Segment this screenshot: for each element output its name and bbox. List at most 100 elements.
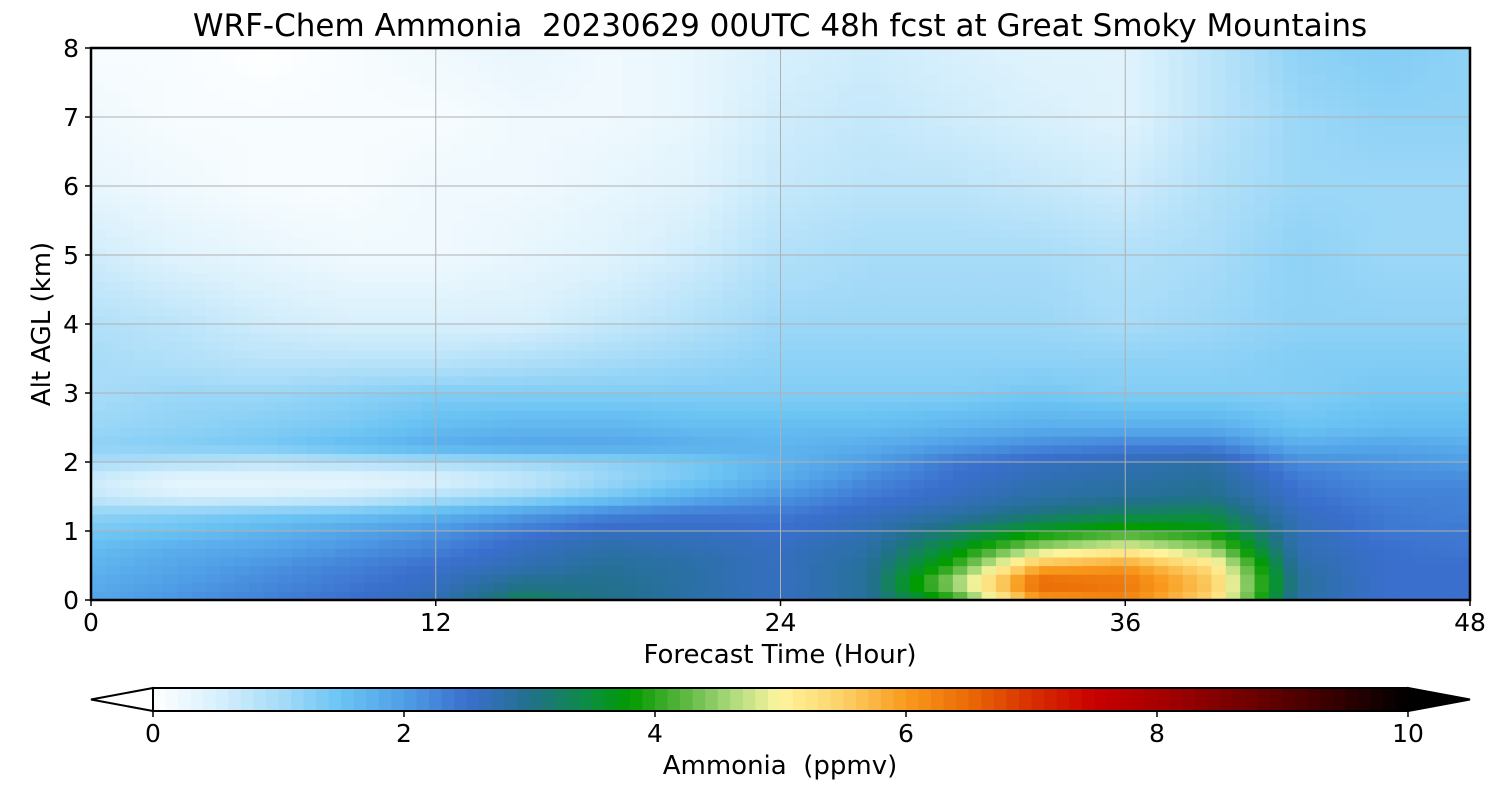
heatmap-cell <box>837 462 853 472</box>
heatmap-cell <box>191 375 207 385</box>
heatmap-cell <box>105 367 121 377</box>
heatmap-cell <box>191 453 207 463</box>
heatmap-cell <box>723 401 739 411</box>
heatmap-cell <box>536 168 552 178</box>
heatmap-cell <box>881 444 897 454</box>
heatmap-cell <box>1240 574 1256 584</box>
heatmap-cell <box>636 315 652 325</box>
heatmap-cell <box>493 556 509 567</box>
heatmap-cell <box>1139 186 1155 196</box>
heatmap-cell <box>751 168 767 178</box>
heatmap-cell <box>421 151 437 161</box>
heatmap-cell <box>435 358 451 368</box>
heatmap-cell <box>1153 177 1169 187</box>
heatmap-cell <box>91 298 106 308</box>
heatmap-cell <box>1010 324 1026 334</box>
heatmap-cell <box>866 487 882 498</box>
heatmap-cell <box>464 410 480 420</box>
heatmap-cell <box>1455 505 1470 515</box>
heatmap-cell <box>694 393 710 403</box>
heatmap-cell <box>392 418 408 429</box>
heatmap-cell <box>1326 229 1342 239</box>
heatmap-cell <box>263 237 279 247</box>
heatmap-cell <box>579 324 595 334</box>
heatmap-cell <box>938 341 954 351</box>
heatmap-cell <box>450 263 466 273</box>
heatmap-cell <box>1283 470 1299 480</box>
heatmap-cell <box>938 255 954 265</box>
heatmap-cell <box>277 203 293 213</box>
heatmap-cell <box>608 384 624 394</box>
heatmap-cell <box>1010 375 1026 385</box>
heatmap-cell <box>134 168 150 178</box>
heatmap-cell <box>177 487 193 498</box>
heatmap-cell <box>1441 531 1457 541</box>
heatmap-cell <box>1398 418 1414 429</box>
heatmap-cell <box>1412 298 1428 308</box>
heatmap-cell <box>723 582 739 592</box>
heatmap-cell <box>1096 427 1112 437</box>
heatmap-cell <box>1010 203 1026 213</box>
heatmap-cell <box>493 522 509 532</box>
heatmap-cell <box>1067 220 1083 230</box>
heatmap-cell <box>852 298 868 308</box>
heatmap-cell <box>1383 194 1399 204</box>
heatmap-cell <box>1211 487 1227 498</box>
heatmap-cell <box>723 280 739 291</box>
heatmap-cell <box>995 186 1011 196</box>
heatmap-cell <box>320 315 336 325</box>
heatmap-cell <box>1010 160 1026 170</box>
heatmap-cell <box>952 487 968 498</box>
heatmap-cell <box>550 401 566 411</box>
heatmap-cell <box>651 324 667 334</box>
heatmap-cell <box>1426 470 1442 480</box>
heatmap-cell <box>1168 237 1184 247</box>
heatmap-cell <box>205 401 221 411</box>
heatmap-cell <box>708 574 724 584</box>
heatmap-cell <box>593 168 609 178</box>
heatmap-cell <box>1010 470 1026 480</box>
heatmap-cell <box>593 531 609 541</box>
heatmap-cell <box>981 418 997 429</box>
heatmap-cell <box>952 505 968 515</box>
heatmap-cell <box>909 574 925 584</box>
heatmap-cell <box>723 229 739 239</box>
heatmap-cell <box>392 401 408 411</box>
heatmap-cell <box>881 203 897 213</box>
heatmap-cell <box>536 513 552 523</box>
heatmap-cell <box>1053 168 1069 178</box>
heatmap-cell <box>536 298 552 308</box>
heatmap-cell <box>967 349 983 360</box>
heatmap-cell <box>794 151 810 161</box>
heatmap-cell <box>435 186 451 196</box>
heatmap-cell <box>1383 565 1399 575</box>
heatmap-cell <box>622 522 638 532</box>
heatmap-cell <box>320 574 336 584</box>
heatmap-cell <box>579 565 595 575</box>
heatmap-cell <box>1311 315 1327 325</box>
heatmap-cell <box>1355 289 1371 299</box>
heatmap-cell <box>550 229 566 239</box>
heatmap-cell <box>1355 436 1371 446</box>
heatmap-cell <box>177 237 193 247</box>
heatmap-cell <box>407 453 422 463</box>
heatmap-cell <box>708 410 724 420</box>
heatmap-cell <box>435 263 451 273</box>
heatmap-cell <box>938 358 954 368</box>
heatmap-cell <box>866 375 882 385</box>
heatmap-cell <box>1182 367 1198 377</box>
heatmap-cell <box>249 289 264 299</box>
heatmap-cell <box>493 565 509 575</box>
heatmap-cell <box>249 505 264 515</box>
heatmap-cell <box>407 341 422 351</box>
heatmap-cell <box>407 427 422 437</box>
heatmap-cell <box>1412 453 1428 463</box>
heatmap-cell <box>478 186 494 196</box>
heatmap-cell <box>191 211 207 222</box>
heatmap-cell <box>493 160 509 170</box>
heatmap-cell <box>306 513 322 523</box>
heatmap-cell <box>866 211 882 222</box>
heatmap-cell <box>665 151 681 161</box>
heatmap-cell <box>1412 487 1428 498</box>
heatmap-cell <box>679 591 695 600</box>
